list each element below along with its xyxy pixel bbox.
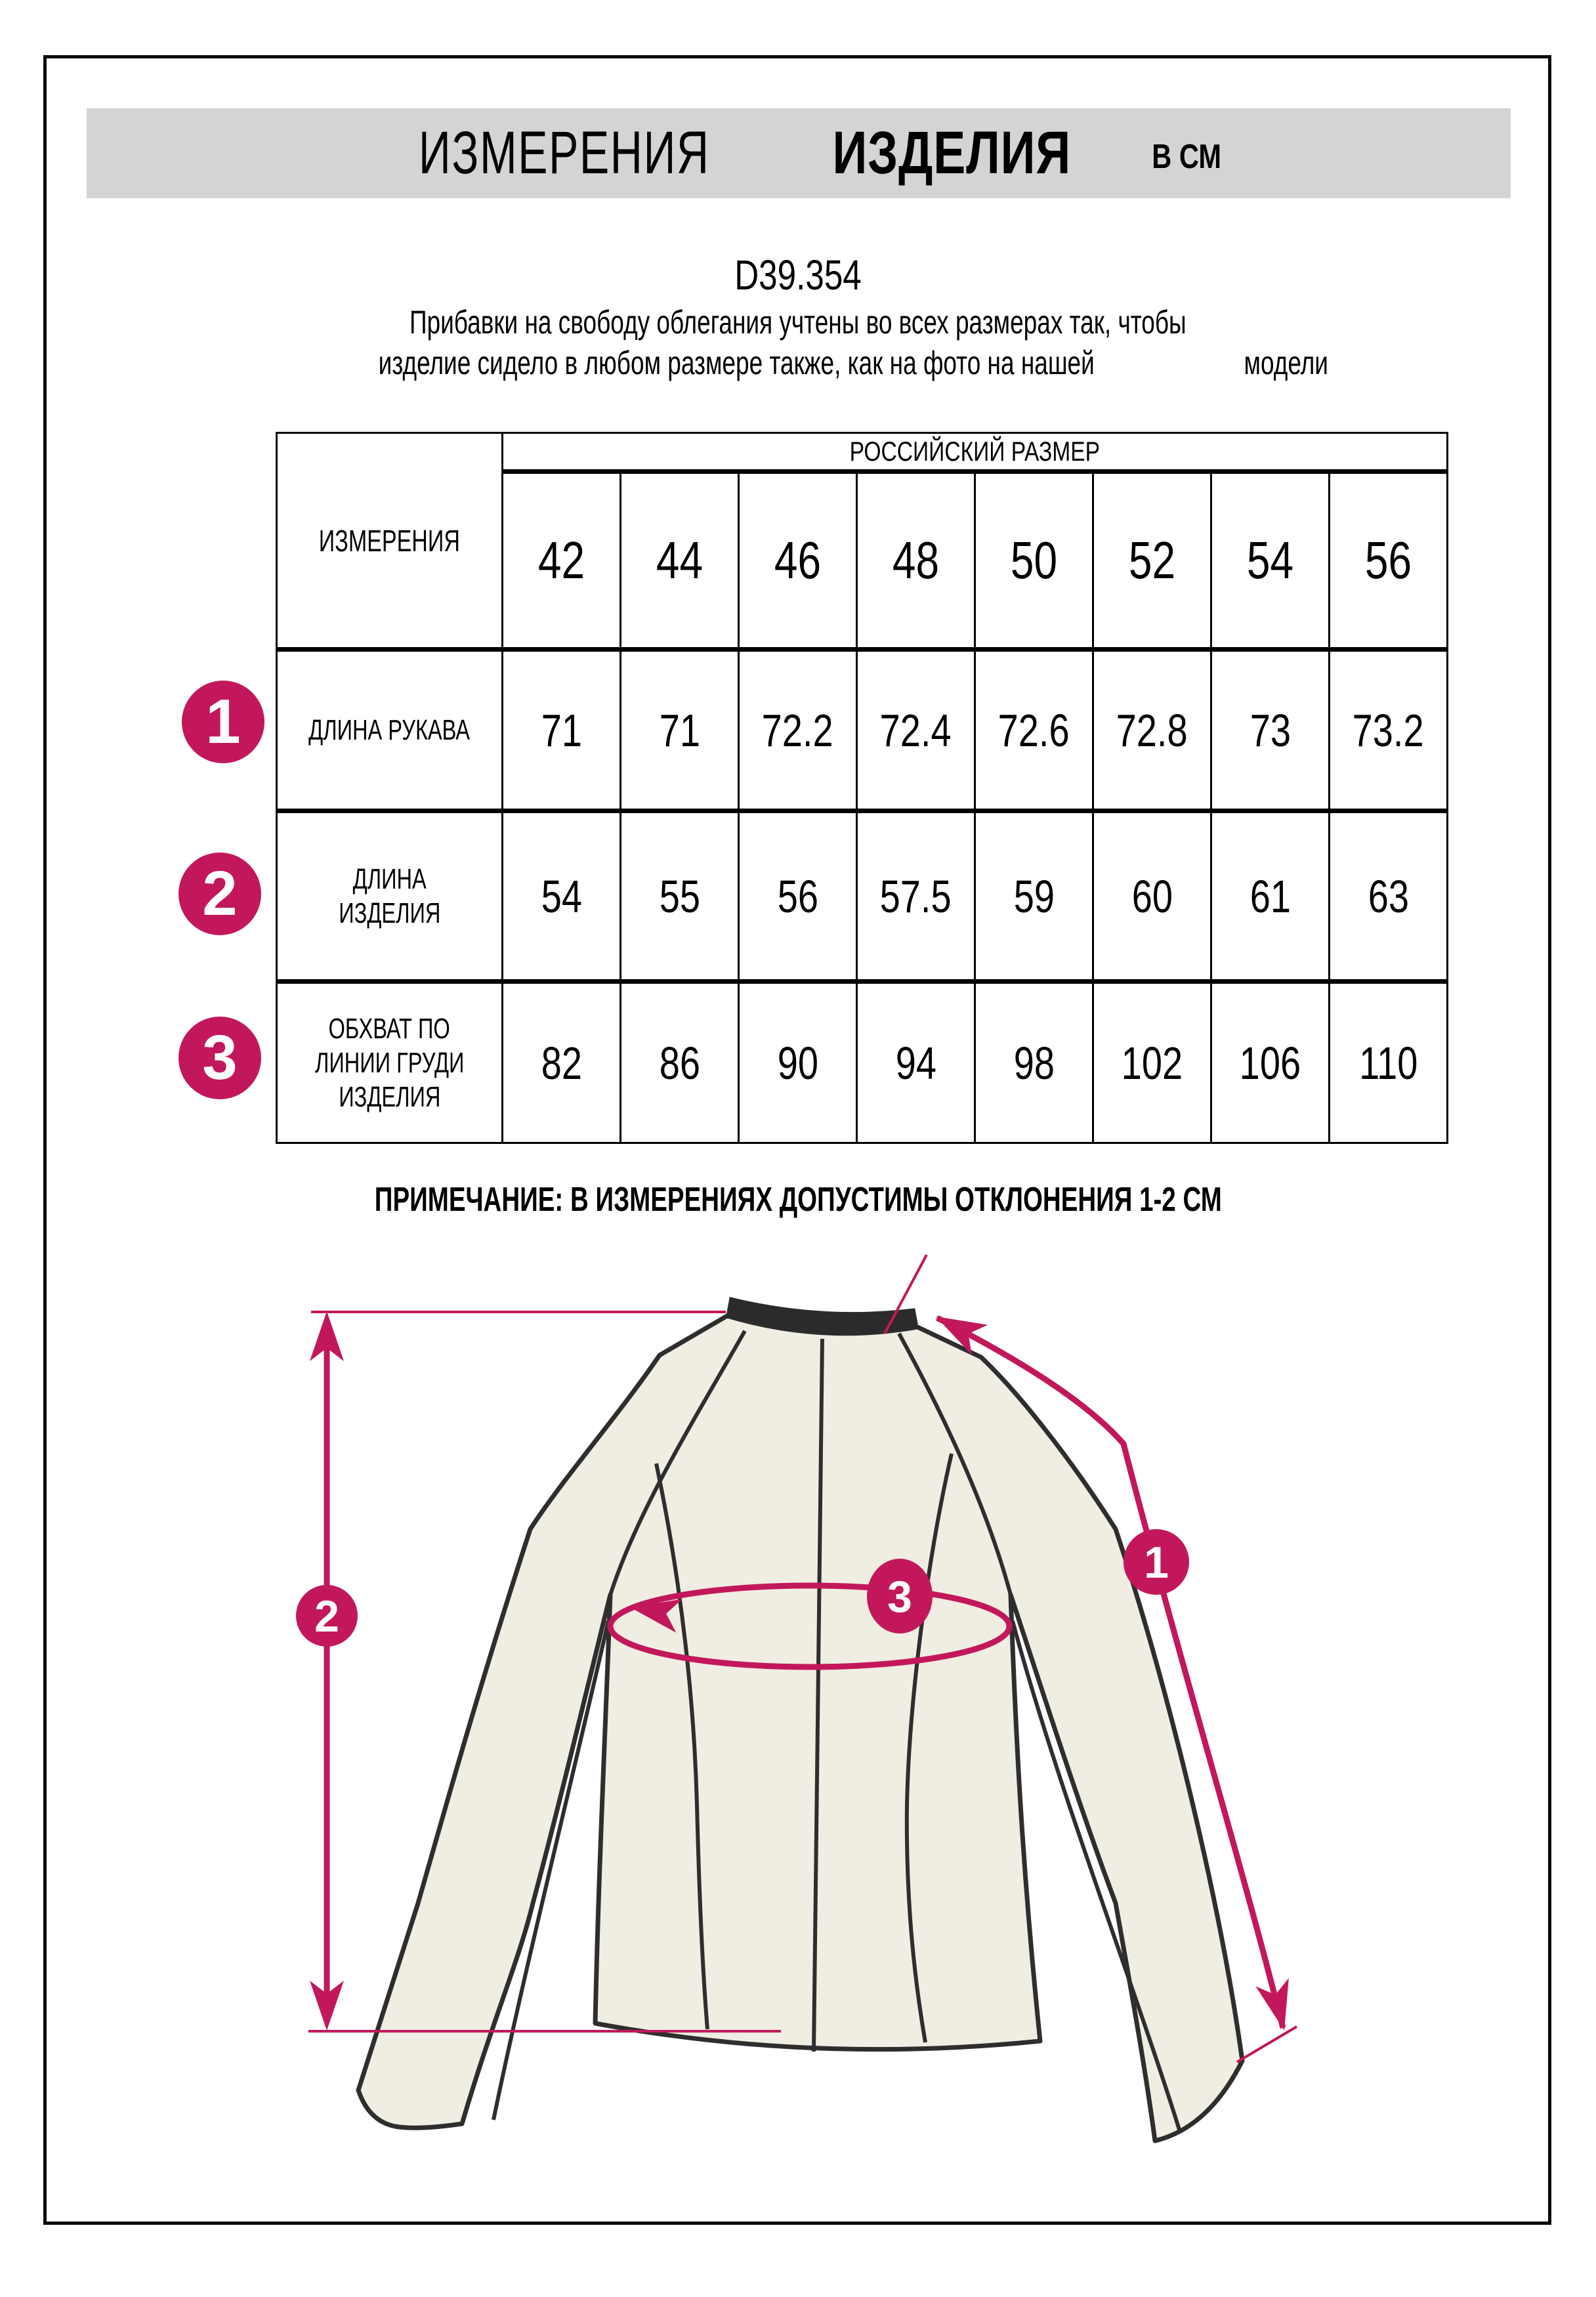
fit-description-line: изделие сидело в любом размере также, ка… <box>378 345 1095 381</box>
raglan-seam-left <box>608 1330 747 1595</box>
table-cell: 72.8 <box>1092 648 1212 813</box>
table-cell: 102 <box>1092 980 1212 1144</box>
table-cell: 63 <box>1328 810 1448 984</box>
tolerance-note: ПРИМЕЧАНИЕ: В ИЗМЕРЕНИЯХ ДОПУСТИМЫ ОТКЛО… <box>374 1181 1222 1219</box>
diagram-marker-1-icon <box>1124 1529 1189 1595</box>
row-label: ДЛИНА РУКАВА <box>276 648 503 813</box>
table-corner-header: ИЗМЕРЕНИЯ <box>276 432 503 652</box>
size-column-header: 50 <box>974 471 1094 652</box>
diagram-marker-3-icon <box>867 1559 933 1633</box>
diagram-marker-2-icon <box>296 1585 358 1647</box>
marker-3-icon: 3 <box>178 1017 261 1099</box>
table-cell: 106 <box>1210 980 1330 1144</box>
table-cell: 71 <box>620 648 740 813</box>
diagram-marker-1-label: 1 <box>1144 1538 1169 1588</box>
marker-2-icon: 2 <box>178 853 261 935</box>
raglan-seam-right <box>897 1332 1013 1595</box>
table-cell: 94 <box>856 980 976 1144</box>
size-column-header: 56 <box>1328 471 1448 652</box>
table-cell: 61 <box>1210 810 1330 984</box>
measurement-annotations: 1 2 3 <box>296 1254 1298 2063</box>
table-row-chest-girth: ОБХВАТ ПО ЛИНИИ ГРУДИ ИЗДЕЛИЯ 82 86 90 9… <box>276 980 1448 1144</box>
table-cell: 56 <box>738 810 858 984</box>
size-column-header: 48 <box>856 471 976 652</box>
jacket-silhouette <box>356 1297 1245 2143</box>
diagram-marker-2-label: 2 <box>314 1591 339 1641</box>
table-size-group-header: РОССИЙСКИЙ РАЗМЕР <box>501 432 1448 474</box>
table-cell: 57.5 <box>856 810 976 984</box>
page-border-frame <box>43 55 1551 2225</box>
table-cell: 110 <box>1328 980 1448 1144</box>
title-unit-cm: В СМ <box>1152 137 1221 176</box>
size-column-header: 52 <box>1092 471 1212 652</box>
fit-description: Прибавки на свободу облегания учтены во … <box>0 302 1596 383</box>
sleeve-seam-left <box>492 1620 610 2120</box>
table-cell: 72.6 <box>974 648 1094 813</box>
size-table: ИЗМЕРЕНИЯ РОССИЙСКИЙ РАЗМЕР 42 44 46 48 … <box>276 432 1448 1144</box>
table-cell: 73 <box>1210 648 1330 813</box>
table-cell: 73.2 <box>1328 648 1448 813</box>
row-label: ДЛИНА ИЗДЕЛИЯ <box>276 810 503 984</box>
fit-description-line: Прибавки на свободу облегания учтены во … <box>410 304 1186 341</box>
table-cell: 59 <box>974 810 1094 984</box>
fit-description-line: модели <box>1244 345 1329 381</box>
sleeve-seam-right <box>1011 1620 1181 2130</box>
jacket-back-drawing: 1 2 3 <box>296 1254 1298 2143</box>
table-cell: 60 <box>1092 810 1212 984</box>
size-column-header: 42 <box>501 471 621 652</box>
table-cell: 82 <box>501 980 621 1144</box>
marker-1-icon: 1 <box>182 681 264 763</box>
princess-seam-left <box>654 1463 709 2030</box>
table-cell: 90 <box>738 980 858 1144</box>
table-cell: 54 <box>501 810 621 984</box>
center-back-seam <box>812 1338 824 2052</box>
table-cell: 98 <box>974 980 1094 1144</box>
table-cell: 71 <box>501 648 621 813</box>
title-word-measurements: ИЗМЕРЕНИЯ <box>418 119 710 186</box>
size-column-header: 54 <box>1210 471 1330 652</box>
size-column-header: 44 <box>620 471 740 652</box>
table-cell: 55 <box>620 810 740 984</box>
size-column-header: 46 <box>738 471 858 652</box>
diagram-marker-3-label: 3 <box>887 1572 912 1622</box>
table-cell: 86 <box>620 980 740 1144</box>
princess-seam-right <box>904 1453 954 2043</box>
table-row-product-length: ДЛИНА ИЗДЕЛИЯ 54 55 56 57.5 59 60 61 63 <box>276 810 1448 984</box>
table-cell: 72.4 <box>856 648 976 813</box>
chest-ellipse-icon <box>607 1582 1013 1670</box>
table-row-sleeve-length: ДЛИНА РУКАВА 71 71 72.2 72.4 72.6 72.8 7… <box>276 648 1448 813</box>
product-code: D39.354 <box>734 251 862 299</box>
row-label: ОБХВАТ ПО ЛИНИИ ГРУДИ ИЗДЕЛИЯ <box>276 980 503 1144</box>
title-word-product: ИЗДЕЛИЯ <box>832 119 1072 186</box>
table-cell: 72.2 <box>738 648 858 813</box>
collar-band <box>726 1297 919 1335</box>
length-arrow-icon <box>308 1311 781 2033</box>
title-banner: ИЗМЕРЕНИЯ ИЗДЕЛИЯ В СМ <box>87 108 1511 198</box>
